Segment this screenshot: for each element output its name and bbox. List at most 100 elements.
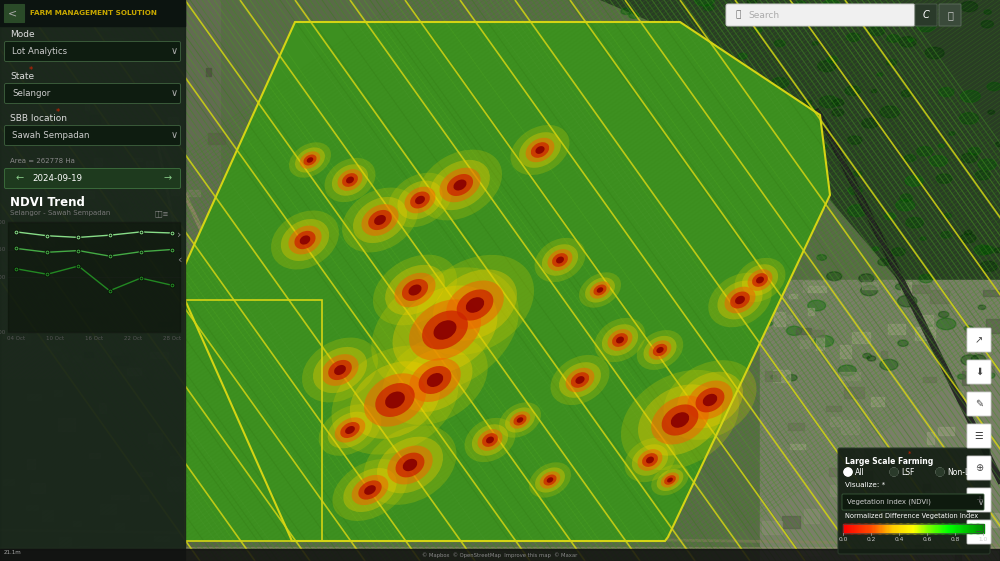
- Ellipse shape: [628, 285, 641, 293]
- Bar: [180, 497, 196, 503]
- Ellipse shape: [898, 340, 908, 346]
- Text: ↗: ↗: [975, 335, 983, 345]
- Bar: [830, 485, 838, 495]
- Ellipse shape: [653, 269, 672, 280]
- Bar: [829, 468, 839, 476]
- Bar: [27, 459, 35, 469]
- Ellipse shape: [937, 318, 956, 330]
- Bar: [962, 371, 969, 385]
- Text: ‹: ‹: [177, 255, 182, 265]
- Bar: [78, 191, 94, 199]
- Ellipse shape: [707, 173, 718, 180]
- Ellipse shape: [878, 259, 889, 266]
- Ellipse shape: [409, 358, 461, 402]
- FancyBboxPatch shape: [967, 520, 991, 544]
- Bar: [167, 477, 185, 491]
- Bar: [896, 524, 897, 533]
- Ellipse shape: [302, 338, 378, 402]
- Bar: [934, 524, 936, 533]
- Ellipse shape: [722, 373, 736, 381]
- Bar: [826, 406, 841, 411]
- Bar: [45, 292, 51, 304]
- Bar: [4, 4, 24, 22]
- Ellipse shape: [418, 150, 502, 220]
- Text: ☰: ☰: [975, 431, 983, 441]
- Bar: [206, 68, 211, 76]
- Text: 22 Oct: 22 Oct: [124, 336, 142, 341]
- Bar: [15, 560, 28, 561]
- Bar: [967, 524, 968, 533]
- Bar: [31, 483, 45, 493]
- Bar: [873, 524, 875, 533]
- Bar: [864, 524, 866, 533]
- Bar: [90, 115, 100, 123]
- Bar: [956, 524, 958, 533]
- Bar: [980, 524, 981, 533]
- Bar: [878, 524, 880, 533]
- Ellipse shape: [660, 370, 677, 381]
- Ellipse shape: [358, 480, 382, 500]
- Bar: [983, 290, 999, 296]
- Ellipse shape: [802, 165, 812, 171]
- Bar: [955, 390, 963, 399]
- Bar: [38, 236, 54, 246]
- Bar: [796, 329, 811, 334]
- Ellipse shape: [728, 125, 742, 134]
- Bar: [862, 524, 863, 533]
- Ellipse shape: [974, 343, 982, 348]
- Text: Large Scale Farming: Large Scale Farming: [845, 457, 933, 466]
- Text: ∨: ∨: [171, 130, 178, 140]
- Ellipse shape: [653, 344, 667, 356]
- Ellipse shape: [685, 321, 704, 333]
- Ellipse shape: [535, 467, 565, 493]
- Bar: [848, 524, 849, 533]
- Bar: [965, 330, 976, 334]
- Ellipse shape: [505, 407, 535, 433]
- Bar: [975, 546, 982, 551]
- Ellipse shape: [984, 372, 995, 379]
- Bar: [986, 319, 1000, 333]
- Ellipse shape: [896, 200, 915, 211]
- Text: -1.00: -1.00: [0, 329, 6, 334]
- Ellipse shape: [674, 132, 692, 143]
- Ellipse shape: [692, 99, 705, 107]
- Ellipse shape: [793, 219, 807, 227]
- Bar: [839, 372, 860, 380]
- Ellipse shape: [705, 292, 712, 296]
- Bar: [869, 524, 870, 533]
- Ellipse shape: [812, 200, 827, 209]
- Text: Non-LSF: Non-LSF: [947, 467, 978, 476]
- Bar: [911, 524, 912, 533]
- Bar: [29, 224, 39, 232]
- Bar: [140, 489, 150, 495]
- Text: 1.0: 1.0: [978, 537, 988, 542]
- Bar: [978, 524, 980, 533]
- Bar: [975, 524, 976, 533]
- Ellipse shape: [630, 286, 639, 291]
- Bar: [908, 524, 910, 533]
- Text: 0.8: 0.8: [950, 537, 960, 542]
- Ellipse shape: [687, 380, 733, 420]
- Bar: [147, 371, 152, 381]
- Ellipse shape: [929, 155, 947, 167]
- Bar: [0, 0, 185, 26]
- Ellipse shape: [949, 132, 955, 135]
- Bar: [84, 352, 93, 357]
- Bar: [179, 447, 193, 456]
- Ellipse shape: [723, 337, 741, 348]
- Ellipse shape: [629, 30, 636, 34]
- Ellipse shape: [422, 310, 468, 350]
- Bar: [863, 524, 864, 533]
- Ellipse shape: [550, 355, 610, 405]
- Bar: [876, 524, 877, 533]
- Bar: [111, 495, 129, 499]
- Ellipse shape: [786, 326, 802, 335]
- Bar: [893, 524, 895, 533]
- Bar: [979, 366, 994, 372]
- Bar: [188, 530, 199, 539]
- Ellipse shape: [300, 151, 320, 169]
- Text: ←: ←: [16, 173, 24, 183]
- Bar: [26, 334, 30, 344]
- Ellipse shape: [761, 245, 776, 254]
- Bar: [886, 524, 888, 533]
